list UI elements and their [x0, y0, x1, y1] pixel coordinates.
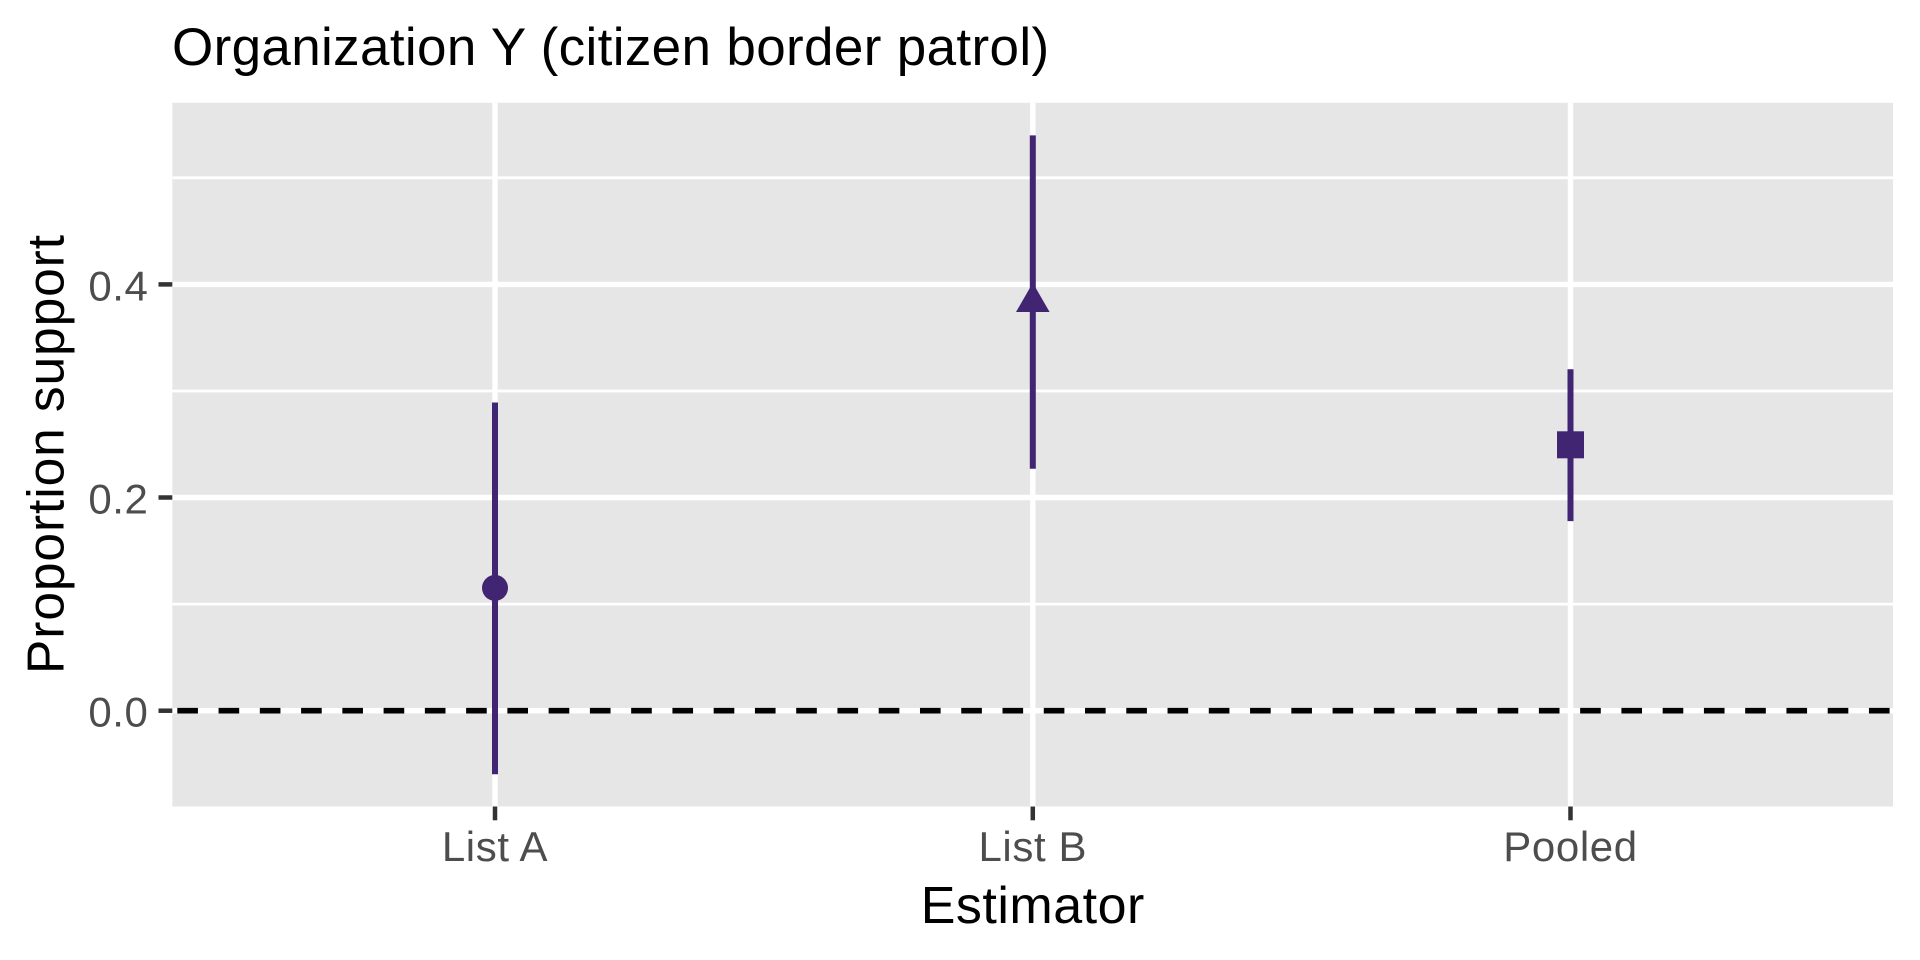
svg-text:Organization Y (citizen border: Organization Y (citizen border patrol)	[172, 18, 1049, 77]
svg-text:Estimator: Estimator	[921, 877, 1145, 935]
svg-text:List B: List B	[978, 823, 1087, 870]
svg-text:List A: List A	[442, 823, 548, 870]
svg-text:Pooled: Pooled	[1503, 823, 1637, 870]
svg-text:0.0: 0.0	[88, 689, 148, 736]
svg-text:0.4: 0.4	[88, 262, 148, 309]
svg-text:Proportion support: Proportion support	[17, 234, 75, 674]
svg-text:0.2: 0.2	[88, 476, 148, 523]
